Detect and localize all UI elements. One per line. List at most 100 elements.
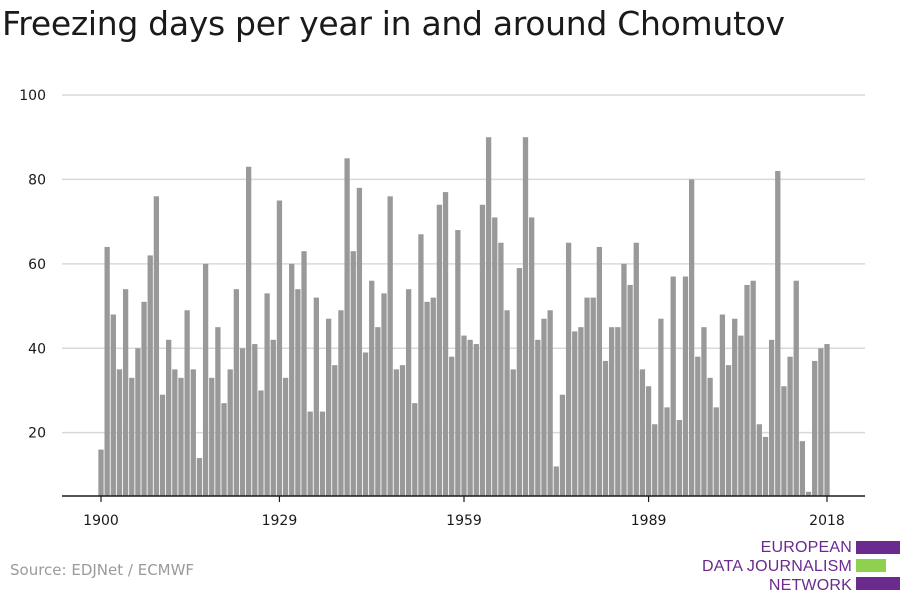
bar-1908 <box>147 255 153 496</box>
bar-1984 <box>615 327 621 496</box>
x-tick-label: 1929 <box>262 513 298 529</box>
bar-1905 <box>129 377 135 496</box>
y-tick-label: 20 <box>28 426 46 442</box>
bar-1941 <box>350 251 356 496</box>
bar-2008 <box>762 436 769 496</box>
bar-1955 <box>436 204 443 496</box>
bar-1997 <box>695 356 701 496</box>
bar-1965 <box>498 242 504 496</box>
bar-1912 <box>172 369 178 496</box>
bar-1993 <box>670 276 676 496</box>
bar-2007 <box>756 424 762 496</box>
bar-1928 <box>270 339 276 496</box>
bar-1998 <box>701 327 707 496</box>
bar-1944 <box>369 280 375 496</box>
bar-1958 <box>455 230 461 497</box>
bar-1952 <box>418 234 424 496</box>
bar-1990 <box>652 424 658 496</box>
bar-1942 <box>356 187 363 496</box>
bar-1921 <box>227 369 233 496</box>
bar-1931 <box>289 263 295 496</box>
bar-1920 <box>221 403 227 496</box>
bar-1968 <box>516 268 523 496</box>
y-tick-label: 60 <box>28 257 46 273</box>
bar-1932 <box>295 289 301 496</box>
bar-1929 <box>276 200 283 497</box>
y-axis: 20 40 60 80 100 <box>19 88 46 442</box>
bar-1966 <box>504 310 510 496</box>
bar-1987 <box>633 242 639 496</box>
bar-1910 <box>159 394 166 496</box>
logo-bar-green <box>856 559 886 572</box>
bar-2015 <box>805 491 812 496</box>
x-axis: 1900 1929 1959 1989 2018 <box>62 495 865 529</box>
bar-1915 <box>190 369 196 496</box>
bar-2011 <box>781 386 787 496</box>
bar-1999 <box>707 377 713 496</box>
bar-1906 <box>135 348 141 496</box>
bar-1922 <box>233 289 240 496</box>
bar-1909 <box>153 196 160 496</box>
bar-1937 <box>325 318 332 496</box>
bar-1959 <box>461 335 467 496</box>
bar-1996 <box>688 179 695 496</box>
bar-1961 <box>473 344 479 496</box>
bar-1936 <box>319 411 326 496</box>
bar-1962 <box>479 204 486 496</box>
bar-1902 <box>110 314 116 496</box>
bar-1948 <box>393 369 399 496</box>
bar-1903 <box>116 369 123 496</box>
bar-1938 <box>332 365 338 496</box>
y-tick-label: 100 <box>19 88 46 104</box>
bar-1945 <box>375 327 381 496</box>
x-tick-label: 1959 <box>446 513 482 529</box>
bar-1911 <box>166 339 172 496</box>
bar-1949 <box>399 365 406 496</box>
bar-1907 <box>141 301 147 496</box>
bar-1954 <box>430 297 436 496</box>
logo-line-3: NETWORK <box>768 577 852 594</box>
bar-2014 <box>799 441 806 496</box>
bar-2006 <box>750 280 756 496</box>
bar-2016 <box>812 360 818 496</box>
y-tick-label: 80 <box>28 172 46 188</box>
bar-2009 <box>768 339 775 496</box>
bar-1939 <box>338 310 344 496</box>
logo-line-1: EUROPEAN <box>760 539 852 556</box>
bar-1983 <box>609 327 615 496</box>
edjnet-logo: EUROPEAN DATA JOURNALISM NETWORK <box>700 539 900 595</box>
bar-1979 <box>584 297 590 496</box>
bar-1927 <box>264 293 270 496</box>
bar-1933 <box>301 251 307 496</box>
bar-1924 <box>246 166 252 497</box>
bar-1913 <box>178 377 184 496</box>
bar-1986 <box>627 284 633 496</box>
bar-1926 <box>258 390 264 496</box>
bar-2017 <box>818 348 824 496</box>
bar-1980 <box>590 297 596 496</box>
bar-1963 <box>485 137 492 497</box>
bar-1934 <box>307 411 313 496</box>
bar-1994 <box>676 420 682 496</box>
bar-2013 <box>793 280 799 496</box>
bar-1904 <box>122 289 129 496</box>
bar-1969 <box>522 137 529 497</box>
bar-1957 <box>449 356 455 496</box>
bar-2012 <box>787 356 793 496</box>
bar-2004 <box>738 335 744 496</box>
bar-1901 <box>104 246 110 496</box>
chart-title: Freezing days per year in and around Cho… <box>2 4 785 43</box>
bar-1947 <box>387 196 393 496</box>
logo-bar-purple-bottom <box>856 577 900 590</box>
bar-1972 <box>541 318 547 496</box>
bars <box>98 137 830 497</box>
bar-1995 <box>682 276 689 496</box>
bar-1946 <box>381 293 387 496</box>
bar-1976 <box>565 242 572 496</box>
bar-1914 <box>184 310 190 496</box>
bar-1950 <box>405 289 412 496</box>
y-tick-label: 40 <box>28 341 46 357</box>
bar-2018 <box>824 344 830 496</box>
bar-1988 <box>639 369 646 496</box>
bar-1978 <box>578 327 584 496</box>
